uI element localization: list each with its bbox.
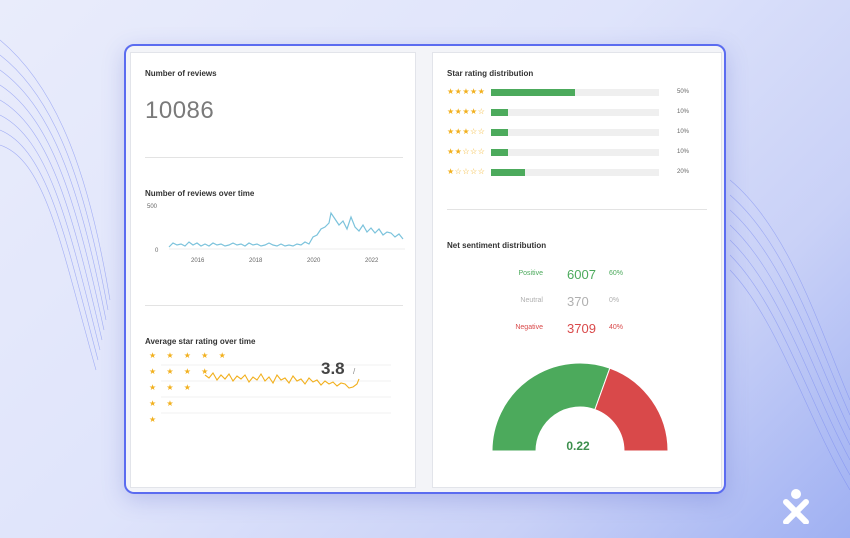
sentiment-pct: 40% [609,324,624,331]
x-tick-2016: 2016 [191,258,205,264]
star-distribution-bar-fill [491,169,525,176]
sentiment-label: Positive [518,270,543,277]
divider [447,209,707,210]
star-distribution-pct: 50% [677,89,690,95]
star-distribution-stars: ★★★☆☆ [447,127,486,136]
x-tick-2022: 2022 [365,258,379,264]
star-distribution-pct: 10% [677,129,690,135]
x-tick-2020: 2020 [307,258,321,264]
star-distribution-stars: ★★★★★ [447,87,486,96]
star-distribution-bar-track [491,129,659,136]
sentiment-title: Net sentiment distribution [447,241,547,250]
star-row-4: ★ ★ ★ ★ [149,367,213,376]
dashboard-frame: Number of reviews 10086 Number of review… [124,44,726,494]
avg-rating-chart [161,364,391,414]
avg-rating-value: 3.8 [321,359,345,378]
star-row-1: ★ [149,415,161,424]
avg-rating-trend-line [204,372,360,389]
star-distribution-stars: ★★☆☆☆ [447,147,486,156]
y-tick-0: 0 [155,248,159,254]
star-distribution-title: Star rating distribution [447,69,534,78]
star-distribution-pct: 10% [677,109,690,115]
sentiment-pct: 0% [609,297,620,304]
sentiment-count: 370 [567,294,589,309]
reviews-over-time-chart: 500 0 2016 2018 2020 2022 [147,204,405,264]
y-tick-500: 500 [147,204,158,210]
sentiment-label: Negative [515,324,543,331]
divider [145,157,403,158]
star-distribution-bar-fill [491,89,575,96]
sentiment-count: 3709 [567,321,596,336]
star-distribution-bar-track [491,149,659,156]
star-distribution-bar-fill [491,129,508,136]
star-distribution-pct: 20% [677,169,690,175]
star-distribution-bar-track [491,89,659,96]
gauge-positive-segment [491,363,611,452]
star-distribution-bar-track [491,169,659,176]
x-tick-2018: 2018 [249,258,263,264]
person-x-logo-icon [783,489,809,524]
star-row-3: ★ ★ ★ [149,383,195,392]
star-distribution-stars: ★☆☆☆☆ [447,167,486,176]
star-distribution-pct: 10% [677,149,690,155]
reviews-count: 10086 [145,97,215,124]
star-distribution-bar-fill [491,109,508,116]
avg-rating-suffix: / [353,367,356,376]
gauge-negative-segment [594,367,669,452]
sentiment-label: Neutral [520,297,543,304]
sentiment-count: 6007 [567,267,596,282]
gauge-value: 0.22 [566,439,590,453]
left-panel: Number of reviews 10086 Number of review… [130,52,416,488]
right-panel: Star rating distribution ★★★★★ 50% ★★★★☆ 10… [432,52,722,488]
sentiment-gauge [491,363,669,452]
reviews-trend-line [168,211,404,248]
star-row-5: ★ ★ ★ ★ ★ [149,351,230,360]
sentiment-pct: 60% [609,270,624,277]
reviews-title: Number of reviews [145,69,217,78]
divider [145,305,403,306]
avg-rating-title: Average star rating over time [145,337,256,346]
star-distribution-bar-fill [491,149,508,156]
star-distribution-stars: ★★★★☆ [447,107,486,116]
star-distribution-bar-track [491,109,659,116]
star-row-2: ★ ★ [149,399,178,408]
reviews-over-time-title: Number of reviews over time [145,189,255,198]
